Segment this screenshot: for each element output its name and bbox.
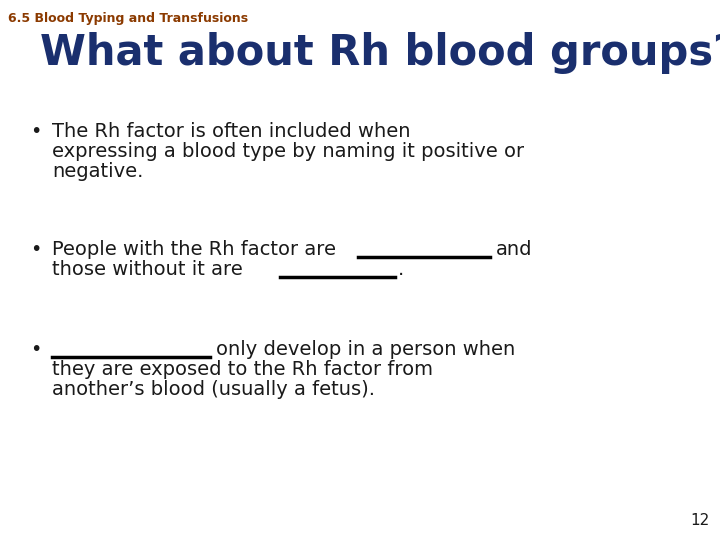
Text: only develop in a person when: only develop in a person when — [216, 340, 516, 359]
Text: those without it are: those without it are — [52, 260, 243, 279]
Text: The Rh factor is often included when: The Rh factor is often included when — [52, 122, 410, 141]
Text: negative.: negative. — [52, 162, 143, 181]
Text: 12: 12 — [690, 513, 710, 528]
Text: another’s blood (usually a fetus).: another’s blood (usually a fetus). — [52, 380, 375, 399]
Text: •: • — [30, 340, 41, 359]
Text: •: • — [30, 122, 41, 141]
Text: expressing a blood type by naming it positive or: expressing a blood type by naming it pos… — [52, 142, 524, 161]
Text: and: and — [496, 240, 533, 259]
Text: People with the Rh factor are: People with the Rh factor are — [52, 240, 336, 259]
Text: they are exposed to the Rh factor from: they are exposed to the Rh factor from — [52, 360, 433, 379]
Text: What about Rh blood groups?: What about Rh blood groups? — [40, 32, 720, 74]
Text: 6.5 Blood Typing and Transfusions: 6.5 Blood Typing and Transfusions — [8, 12, 248, 25]
Text: •: • — [30, 240, 41, 259]
Text: .: . — [398, 260, 404, 279]
